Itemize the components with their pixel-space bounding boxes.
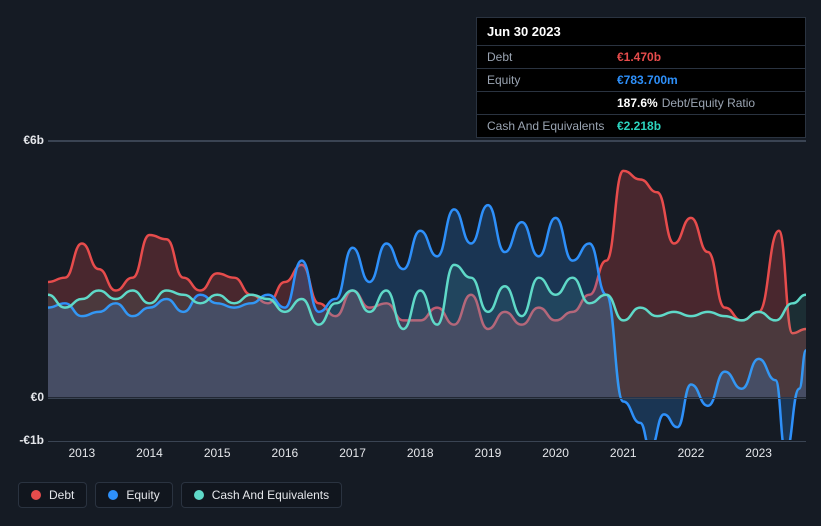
legend-label: Cash And Equivalents	[212, 488, 329, 502]
tooltip-label: Equity	[487, 73, 617, 87]
legend-swatch	[194, 490, 204, 500]
legend-item[interactable]: Equity	[95, 482, 172, 508]
legend-label: Equity	[126, 488, 159, 502]
financial-history-chart: Jun 30 2023 Debt€1.470bEquity€783.700m18…	[0, 0, 821, 526]
x-axis-label: 2022	[678, 446, 705, 460]
tooltip-value: €783.700m	[617, 73, 678, 87]
tooltip-label: Cash And Equivalents	[487, 119, 617, 133]
legend-label: Debt	[49, 488, 74, 502]
x-axis-label: 2016	[272, 446, 299, 460]
tooltip-value: 187.6%Debt/Equity Ratio	[617, 96, 755, 110]
legend-item[interactable]: Debt	[18, 482, 87, 508]
gridline	[48, 441, 806, 442]
tooltip-row: 187.6%Debt/Equity Ratio	[477, 91, 805, 114]
tooltip-row: Debt€1.470b	[477, 45, 805, 68]
y-axis-label: -€1b	[19, 433, 44, 447]
legend-item[interactable]: Cash And Equivalents	[181, 482, 342, 508]
tooltip-row: Cash And Equivalents€2.218b	[477, 114, 805, 137]
plot-area[interactable]	[48, 140, 806, 440]
y-axis-label: €6b	[23, 133, 44, 147]
chart-tooltip: Jun 30 2023 Debt€1.470bEquity€783.700m18…	[476, 17, 806, 138]
tooltip-value: €1.470b	[617, 50, 661, 64]
x-axis-label: 2014	[136, 446, 163, 460]
tooltip-label	[487, 96, 617, 110]
legend-swatch	[108, 490, 118, 500]
x-axis: 2013 2014 2015 2016 2017 2018 2019 2020 2021 2022…	[48, 446, 806, 466]
x-axis-label: 2013	[68, 446, 95, 460]
y-axis-label: €0	[31, 390, 44, 404]
tooltip-sub: Debt/Equity Ratio	[662, 96, 755, 110]
tooltip-value: €2.218b	[617, 119, 661, 133]
x-axis-label: 2015	[204, 446, 231, 460]
tooltip-row: Equity€783.700m	[477, 68, 805, 91]
gridline	[48, 398, 806, 399]
legend-swatch	[31, 490, 41, 500]
x-axis-label: 2018	[407, 446, 434, 460]
x-axis-label: 2023	[745, 446, 772, 460]
x-axis-label: 2017	[339, 446, 366, 460]
legend: Debt Equity Cash And Equivalents	[18, 482, 342, 508]
y-axis: €6b €0 -€1b	[0, 0, 48, 526]
x-axis-label: 2019	[475, 446, 502, 460]
tooltip-date: Jun 30 2023	[477, 18, 805, 45]
x-axis-label: 2021	[610, 446, 637, 460]
tooltip-label: Debt	[487, 50, 617, 64]
gridline	[48, 141, 806, 142]
x-axis-label: 2020	[542, 446, 569, 460]
